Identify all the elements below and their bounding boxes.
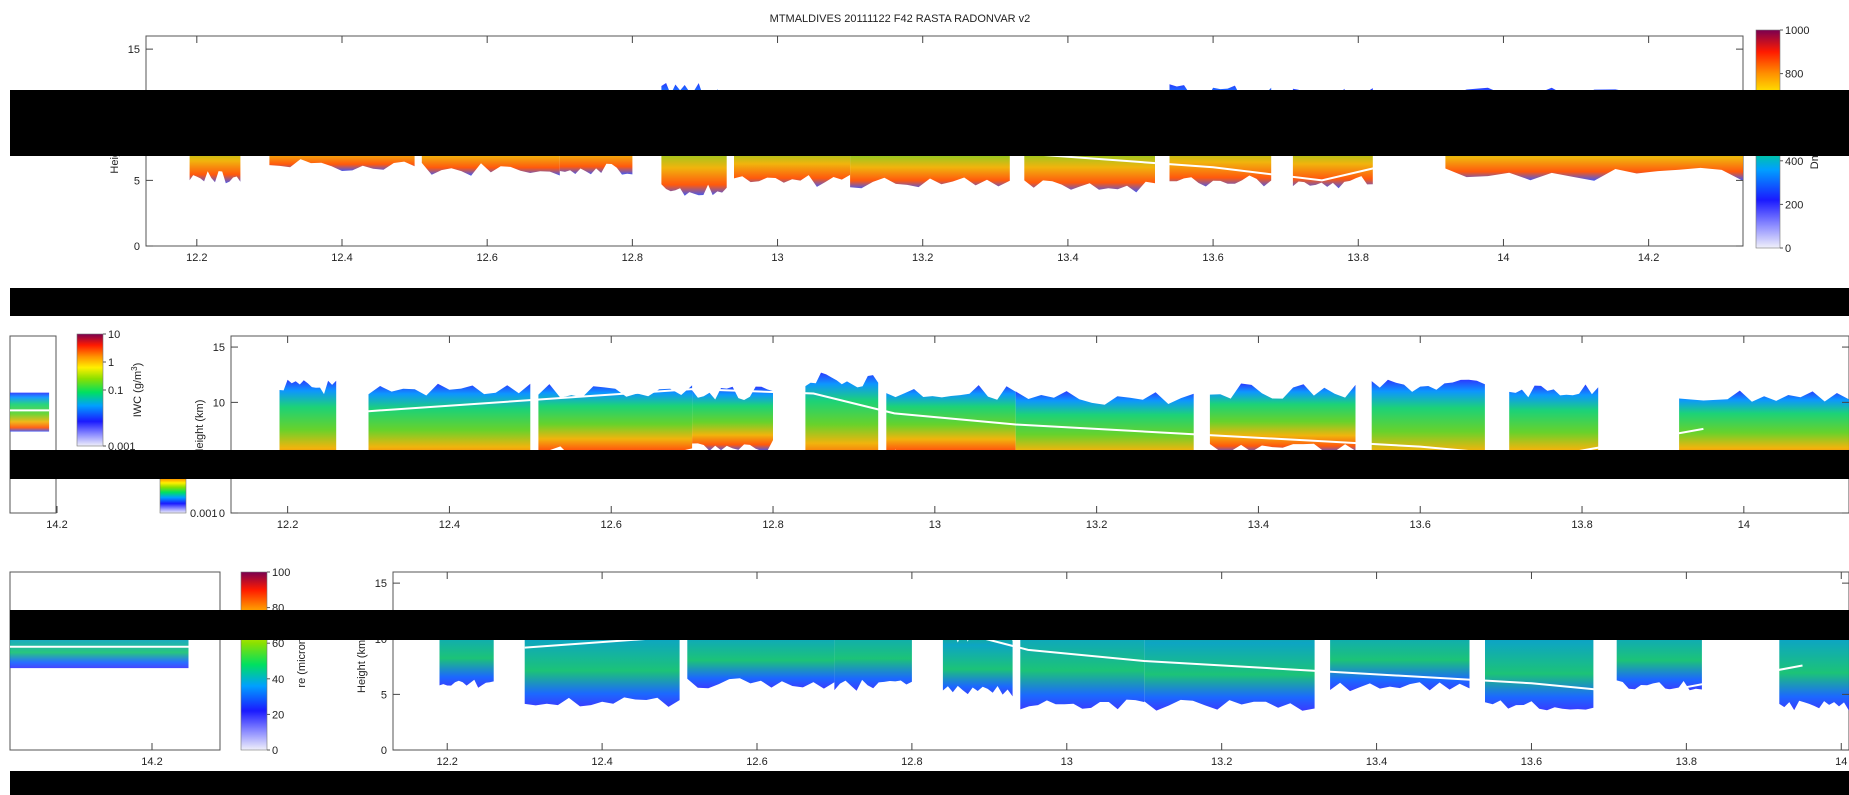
fragment-x-tick-label: 14.2: [46, 519, 67, 531]
cloud-segment: [692, 386, 773, 452]
y-tick-label: 0: [381, 745, 387, 757]
x-tick-label: 13.2: [912, 252, 933, 264]
x-tick-label: 13.8: [1676, 756, 1697, 768]
x-tick-label: 13: [929, 519, 941, 531]
x-tick-label: 13: [1061, 756, 1073, 768]
colorbar-tick-label: 60: [272, 638, 284, 650]
redaction-bar: [10, 450, 1849, 479]
x-tick-label: 12.8: [622, 252, 643, 264]
cloud-segment: [1209, 383, 1356, 453]
chart-panel-re: 12.2 12.4 12.6 12.8 13 13.2 13.4 13.6 13.8 14 0 5 10…: [9, 567, 1849, 768]
colorbar-tick-label: 1000: [1785, 25, 1809, 37]
x-tick-label: 13.4: [1248, 519, 1269, 531]
colorbar-tick-label: 100: [272, 567, 290, 579]
x-tick-label: 13.2: [1211, 756, 1232, 768]
cloud-segment: [538, 384, 693, 458]
x-tick-label: 12.6: [601, 519, 622, 531]
cloud-segment: [1679, 390, 1849, 468]
x-tick-label: 12.2: [186, 252, 207, 264]
colorbar-label: IWC (g/m3): [130, 363, 145, 418]
fragment-colorbar-tick-label: 0.001: [190, 508, 218, 520]
x-tick-label: 13.6: [1410, 519, 1431, 531]
x-tick-label: 13.8: [1348, 252, 1369, 264]
fragment-x-tick-label: 14.2: [141, 756, 162, 768]
x-tick-label: 12.4: [331, 252, 352, 264]
colorbar-tick-label: 0: [272, 745, 278, 757]
colorbar-tick-label: 800: [1785, 69, 1803, 81]
x-tick-label: 13.2: [1086, 519, 1107, 531]
cloud-segment: [942, 627, 1013, 697]
cloud-segment: [368, 383, 531, 469]
x-tick-label: 12.6: [746, 756, 767, 768]
y-axis-label: Height (km): [194, 400, 206, 457]
cloud-segment: [886, 385, 1016, 458]
colorbar-tick-label: 40: [272, 674, 284, 686]
colorbar-label: re (micron): [296, 634, 308, 687]
redaction-bar: [10, 771, 1849, 795]
y-tick-label: 10: [213, 397, 225, 409]
redaction-bar: [10, 288, 1849, 316]
x-tick-label: 14: [1497, 252, 1509, 264]
x-tick-label: 12.2: [277, 519, 298, 531]
colorbar-tick-label: 1: [108, 357, 114, 369]
x-tick-label: 13.4: [1366, 756, 1387, 768]
x-tick-label: 12.2: [437, 756, 458, 768]
colorbar-tick-label: 20: [272, 709, 284, 721]
colorbar: [76, 333, 104, 447]
redaction-bar: [10, 610, 1849, 640]
x-tick-label: 12.6: [476, 252, 497, 264]
x-tick-label: 12.4: [591, 756, 612, 768]
y-tick-label: 0: [219, 508, 225, 520]
x-tick-label: 14: [1738, 519, 1750, 531]
x-tick-label: 14.2: [1638, 252, 1659, 264]
y-tick-label: 15: [213, 342, 225, 354]
x-tick-label: 14: [1835, 756, 1847, 768]
x-tick-label: 12.8: [762, 519, 783, 531]
colorbar-tick-label: 200: [1785, 199, 1803, 211]
y-tick-label: 0: [134, 241, 140, 253]
x-tick-label: 12.4: [439, 519, 460, 531]
figure-title: MTMALDIVES 20111122 F42 RASTA RADONVAR v…: [770, 13, 1031, 25]
colorbar-tick-label: 0.1: [108, 385, 123, 397]
x-tick-label: 13.4: [1057, 252, 1078, 264]
y-tick-label: 15: [128, 44, 140, 56]
x-tick-label: 13.6: [1521, 756, 1542, 768]
y-tick-label: 15: [375, 578, 387, 590]
cloud-segment: [1485, 618, 1594, 711]
x-tick-label: 13.8: [1571, 519, 1592, 531]
x-tick-label: 12.8: [901, 756, 922, 768]
colorbar-tick-label: 0: [1785, 243, 1791, 255]
x-tick-label: 13: [771, 252, 783, 264]
cloud-segment: [1509, 384, 1599, 472]
fragment-cloud: [10, 392, 50, 432]
redaction-bar: [10, 90, 1849, 156]
chart-panel-iwc: 12.212.412.612.81313.213.413.613.8140510…: [9, 329, 1849, 531]
y-tick-label: 5: [381, 689, 387, 701]
cloud-segment: [279, 379, 337, 471]
x-tick-label: 13.6: [1202, 252, 1223, 264]
y-axis-label: Height (km): [356, 636, 368, 693]
y-tick-label: 5: [134, 175, 140, 187]
colorbar-tick-label: 400: [1785, 156, 1803, 168]
colorbar-tick-label: 10: [108, 329, 120, 341]
colorbar: [240, 571, 268, 751]
